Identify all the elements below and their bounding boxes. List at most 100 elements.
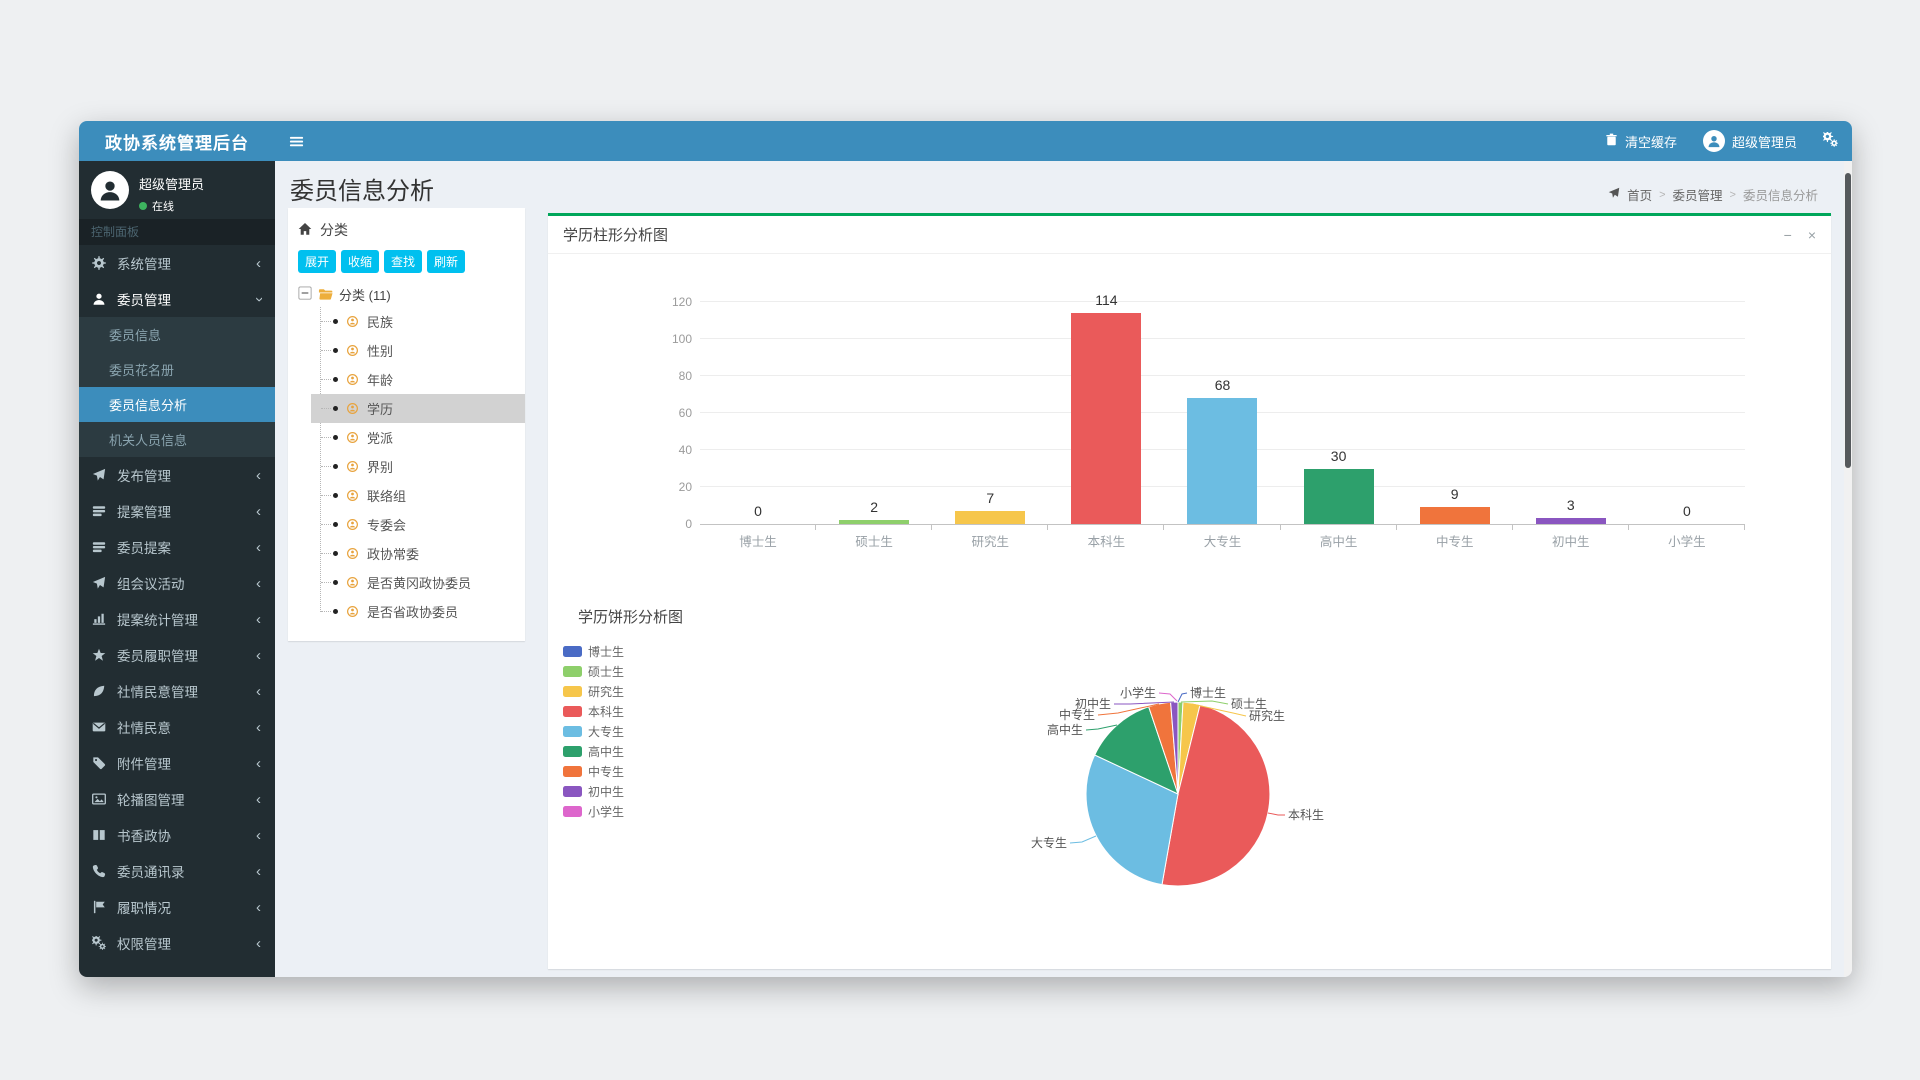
tree-item-学历[interactable]: 学历 — [311, 394, 525, 423]
tree-root-node[interactable]: 分类 (11) — [298, 281, 515, 307]
menu-label: 轮播图管理 — [117, 793, 185, 808]
sidebar-user-panel: 超级管理员 在线 — [79, 161, 275, 219]
expand-button[interactable]: 展开 — [298, 250, 337, 273]
tree-item-label: 民族 — [367, 315, 394, 330]
sidebar-item-委员履职管理[interactable]: 委员履职管理 ‹ — [79, 637, 275, 673]
sidebar-item-提案管理[interactable]: 提案管理 ‹ — [79, 493, 275, 529]
tree-children: 民族性别 年龄学历党派界别 联络组 专委会 政协常委 是否黄冈政协委员 是否省政协委员 — [311, 307, 525, 626]
breadcrumb-parent[interactable]: 委员管理 — [1672, 189, 1723, 203]
legend-item-大专生[interactable]: 大专生 — [563, 721, 624, 741]
sidebar-item-书香政协[interactable]: 书香政协 ‹ — [79, 817, 275, 853]
bar — [1419, 507, 1490, 524]
legend-item-初中生[interactable]: 初中生 — [563, 781, 624, 801]
tree-item-性别[interactable]: 性别 — [311, 336, 525, 365]
tree-item-label: 学历 — [367, 402, 394, 417]
pie-callout-line — [1085, 724, 1118, 731]
tree-item-界别[interactable]: 界别 — [311, 452, 525, 481]
breadcrumb-home[interactable]: 首页 — [1627, 189, 1653, 203]
sidebar-item-发布管理[interactable]: 发布管理 ‹ — [79, 457, 275, 493]
minimize-button[interactable]: − — [1783, 226, 1792, 243]
menu-label: 系统管理 — [117, 257, 171, 272]
legend-label: 本科生 — [588, 704, 625, 719]
vertical-scrollbar[interactable] — [1844, 161, 1852, 977]
sidebar-item-委员管理[interactable]: 委员管理 ‹ — [79, 281, 275, 317]
book-icon — [91, 828, 107, 842]
sidebar-item-委员提案[interactable]: 委员提案 ‹ — [79, 529, 275, 565]
legend-swatch — [563, 705, 582, 717]
image-icon — [91, 792, 107, 806]
tree-item-是否省政协委员[interactable]: 是否省政协委员 — [311, 597, 525, 626]
pie-callout-line — [1180, 700, 1229, 705]
legend-item-本科生[interactable]: 本科生 — [563, 701, 624, 721]
legend-item-中专生[interactable]: 中专生 — [563, 761, 624, 781]
sidebar-item-履职情况[interactable]: 履职情况 ‹ — [79, 889, 275, 925]
y-axis-tick: 20 — [678, 480, 692, 494]
search-button[interactable]: 查找 — [384, 250, 423, 273]
sidebar-item-组会议活动[interactable]: 组会议活动 ‹ — [79, 565, 275, 601]
sidebar-item-系统管理[interactable]: 系统管理 ‹ — [79, 245, 275, 281]
collapse-button[interactable]: 收缩 — [341, 250, 380, 273]
menu-label: 提案管理 — [117, 505, 171, 520]
category-person-icon — [346, 576, 359, 589]
sidebar-item-社情民意[interactable]: 社情民意 ‹ — [79, 709, 275, 745]
category-person-icon — [346, 402, 359, 415]
bullet-icon — [333, 348, 338, 353]
y-axis-tick: 100 — [671, 332, 692, 346]
avatar — [1702, 130, 1725, 152]
breadcrumb-home-icon — [1608, 187, 1620, 202]
sidebar-subitem-委员信息分析[interactable]: 委员信息分析 — [79, 387, 275, 422]
legend-item-博士生[interactable]: 博士生 — [563, 641, 624, 661]
scrollbar-thumb[interactable] — [1845, 173, 1851, 468]
bar-value-label: 114 — [1095, 292, 1118, 309]
sidebar-toggle-icon[interactable] — [289, 134, 304, 149]
menu-label: 委员通讯录 — [117, 865, 185, 880]
tree-item-年龄[interactable]: 年龄 — [311, 365, 525, 394]
app-logo[interactable]: 政协系统管理后台 — [79, 121, 275, 161]
user-menu[interactable]: 超级管理员 — [1702, 130, 1797, 152]
close-button[interactable]: × — [1807, 226, 1816, 243]
category-panel: 分类 展开 收缩 查找 刷新 分类 (11) 民族 性别 年龄 学历 党派 界别 联络组 专委… — [288, 208, 525, 641]
tree-item-联络组[interactable]: 联络组 — [311, 481, 525, 510]
sidebar-subitem-委员信息[interactable]: 委员信息 — [79, 317, 275, 352]
pie-slice-大专生[interactable] — [1085, 754, 1179, 886]
folder-icon — [318, 287, 333, 302]
sidebar-item-权限管理[interactable]: 权限管理 ‹ — [79, 925, 275, 961]
sidebar-item-轮播图管理[interactable]: 轮播图管理 ‹ — [79, 781, 275, 817]
y-axis-tick: 120 — [671, 295, 692, 309]
sidebar-item-附件管理[interactable]: 附件管理 ‹ — [79, 745, 275, 781]
settings-gears-button[interactable] — [1821, 130, 1839, 150]
legend-item-研究生[interactable]: 研究生 — [563, 681, 624, 701]
tree-item-民族[interactable]: 民族 — [311, 307, 525, 336]
x-axis-tick: 硕士生 — [855, 535, 893, 549]
legend-item-高中生[interactable]: 高中生 — [563, 741, 624, 761]
refresh-button[interactable]: 刷新 — [427, 250, 466, 273]
bar-value-label: 0 — [754, 503, 762, 519]
category-toolbar: 展开 收缩 查找 刷新 — [298, 250, 515, 273]
legend-label: 高中生 — [588, 744, 625, 759]
username-label: 超级管理员 — [1731, 134, 1797, 150]
legend-item-小学生[interactable]: 小学生 — [563, 801, 624, 821]
bullet-icon — [333, 609, 338, 614]
clear-cache-button[interactable]: 清空缓存 — [1605, 132, 1677, 151]
bar-value-label: 3 — [1566, 497, 1575, 514]
sidebar-subitem-委员花名册[interactable]: 委员花名册 — [79, 352, 275, 387]
pie-legend: 博士生 硕士生 研究生本科生大专生高中生中专生 初中生 小学生 — [563, 641, 624, 821]
sidebar-subitem-机关人员信息[interactable]: 机关人员信息 — [79, 422, 275, 457]
pie-callout-line — [1177, 692, 1188, 703]
minus-box-icon[interactable] — [298, 285, 312, 303]
tree-item-是否黄冈政协委员[interactable]: 是否黄冈政协委员 — [311, 568, 525, 597]
tree-item-专委会[interactable]: 专委会 — [311, 510, 525, 539]
sidebar-item-社情民意管理[interactable]: 社情民意管理 ‹ — [79, 673, 275, 709]
sidebar-item-委员通讯录[interactable]: 委员通讯录 ‹ — [79, 853, 275, 889]
breadcrumb: 首页 > 委员管理 > 委员信息分析 — [1608, 185, 1818, 204]
tree-item-政协常委[interactable]: 政协常委 — [311, 539, 525, 568]
pie-slice-本科生[interactable] — [1161, 704, 1271, 887]
bar-value-label: 7 — [986, 490, 995, 507]
legend-item-硕士生[interactable]: 硕士生 — [563, 661, 624, 681]
tree-item-党派[interactable]: 党派 — [311, 423, 525, 452]
bar-chart-title: 学历柱形分析图 — [563, 227, 669, 244]
panel-header: 学历柱形分析图 − × — [548, 216, 1831, 254]
bullet-icon — [333, 580, 338, 585]
sidebar-item-提案统计管理[interactable]: 提案统计管理 ‹ — [79, 601, 275, 637]
tree-item-label: 党派 — [367, 431, 394, 446]
